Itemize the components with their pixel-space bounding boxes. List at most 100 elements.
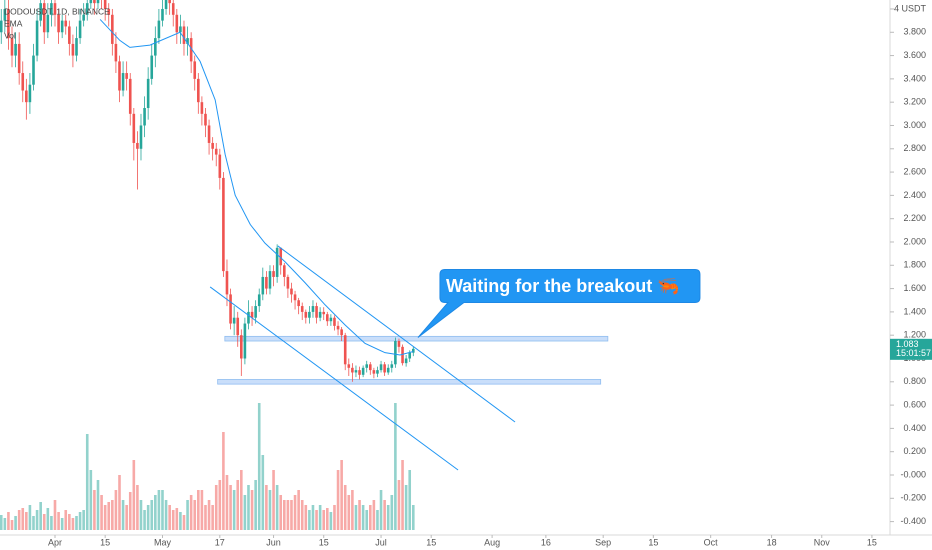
y-tick-label: -0.400 xyxy=(900,516,926,526)
volume-bar xyxy=(211,505,214,530)
volume-bar xyxy=(333,505,336,530)
candle-body xyxy=(121,73,125,91)
trendline xyxy=(277,245,516,423)
candle-body xyxy=(318,311,322,318)
candle-body xyxy=(368,364,372,371)
volume-bar xyxy=(125,505,128,530)
volume-bar xyxy=(57,512,60,530)
volume-bar xyxy=(358,500,361,530)
volume-bar xyxy=(318,505,322,530)
candle-body xyxy=(78,20,82,39)
volume-bar xyxy=(204,505,207,530)
volume-bar xyxy=(243,495,247,530)
candle-body xyxy=(186,38,189,44)
volume-bar xyxy=(368,505,372,530)
volume-bar xyxy=(150,500,154,530)
indicator-legend: Vol xyxy=(4,30,16,40)
candle-body xyxy=(297,300,300,307)
volume-bar xyxy=(64,510,68,530)
volume-bar xyxy=(14,516,17,530)
y-tick-label: 1.200 xyxy=(903,330,926,340)
volume-bar xyxy=(118,475,121,530)
volume-bar xyxy=(261,455,265,530)
volume-bar xyxy=(394,403,397,530)
volume-bar xyxy=(114,490,118,530)
volume-bar xyxy=(96,480,100,530)
volume-bar xyxy=(404,485,408,530)
x-tick-label: 15 xyxy=(319,537,329,547)
candle-body xyxy=(14,43,17,56)
volume-bar xyxy=(207,500,211,530)
candle-body xyxy=(111,14,114,44)
volume-bar xyxy=(139,500,143,530)
candle-body xyxy=(347,364,351,368)
price-tag xyxy=(890,338,932,360)
volume-bar xyxy=(232,490,236,530)
y-tick-label: -0.200 xyxy=(900,493,926,503)
y-tick-label: 1.400 xyxy=(903,306,926,316)
volume-bar xyxy=(7,512,10,530)
candle-body xyxy=(351,367,354,373)
volume-bar xyxy=(42,514,46,530)
candle-body xyxy=(93,0,96,4)
candle-body xyxy=(107,8,111,15)
volume-bar xyxy=(71,518,75,530)
ema-line xyxy=(99,19,414,356)
candle-body xyxy=(150,55,154,79)
volume-bar xyxy=(275,485,279,530)
volume-bar xyxy=(304,505,308,530)
candle-body xyxy=(103,0,107,9)
candle-body xyxy=(261,276,265,295)
candle-body xyxy=(390,364,394,368)
volume-bar xyxy=(60,518,64,530)
candle-body xyxy=(411,348,415,353)
volume-bar xyxy=(32,516,35,530)
volume-bar xyxy=(50,516,53,530)
volume-bar xyxy=(218,480,222,530)
volume-bar xyxy=(268,490,272,530)
volume-bar xyxy=(68,514,71,530)
x-tick-label: Nov xyxy=(814,537,831,547)
candle-body xyxy=(225,271,229,295)
volume-bar xyxy=(103,505,107,530)
volume-bar xyxy=(53,500,57,530)
volume-bar xyxy=(46,508,50,530)
y-tick-label: 3.400 xyxy=(903,73,926,83)
volume-bar xyxy=(171,510,175,530)
candle-body xyxy=(25,90,28,103)
candle-body xyxy=(125,73,128,79)
volume-bar xyxy=(157,490,161,530)
candle-body xyxy=(286,276,290,289)
volume-bar xyxy=(286,500,290,530)
volume-bar xyxy=(161,490,164,530)
plot-area xyxy=(0,0,609,530)
candle-body xyxy=(222,177,225,272)
candle-body xyxy=(257,294,261,307)
candle-body xyxy=(32,55,35,85)
y-tick-label: 0.400 xyxy=(903,423,926,433)
volume-bar xyxy=(315,510,318,530)
price-zone xyxy=(224,335,609,342)
volume-bar xyxy=(272,470,275,530)
candle-body xyxy=(136,142,139,149)
candle-body xyxy=(394,341,397,365)
candle-body xyxy=(200,102,204,114)
volume-bar xyxy=(28,505,32,530)
price-zone xyxy=(217,379,602,385)
y-tick-label: 3.600 xyxy=(903,50,926,60)
y-tick-label: 2.000 xyxy=(903,236,926,246)
volume-bar xyxy=(340,460,343,530)
y-tick-label: 2.600 xyxy=(903,166,926,176)
volume-bar xyxy=(189,495,193,530)
candle-body xyxy=(336,325,340,330)
candle-body xyxy=(157,20,161,39)
volume-bar xyxy=(182,515,186,530)
volume-bar xyxy=(143,510,146,530)
volume-bar xyxy=(351,490,354,530)
volume-bar xyxy=(408,470,412,530)
candle-body xyxy=(168,0,171,4)
y-tick-label: 1.800 xyxy=(903,260,926,270)
candle-body xyxy=(35,20,39,56)
candle-body xyxy=(89,0,93,4)
